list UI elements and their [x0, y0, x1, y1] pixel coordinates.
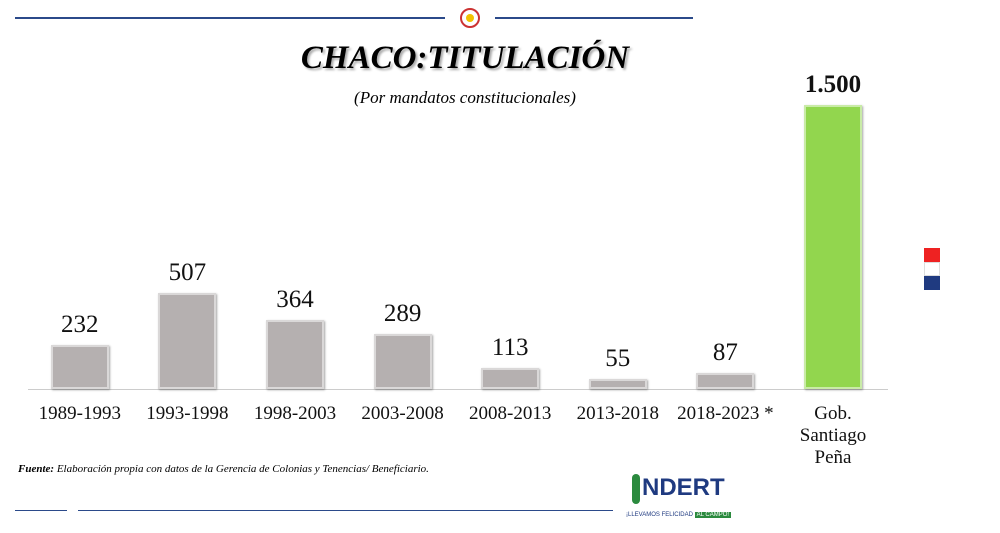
value-label: 113: [491, 333, 529, 361]
header-rule: [495, 17, 693, 19]
slogan-text: ¡LLEVAMOS FELICIDAD: [626, 512, 693, 518]
bar: [696, 372, 755, 389]
chart-subtitle: (Por mandatos constitucionales): [354, 88, 576, 107]
flag-stripe: [924, 248, 940, 262]
flag-stripe: [924, 262, 940, 276]
value-label: 232: [61, 311, 99, 339]
footer-rule: [15, 510, 67, 511]
value-label: 87: [712, 338, 738, 366]
logo: NDERT: [642, 474, 725, 501]
header-rule: [15, 17, 445, 19]
x-tick-label: 1998-2003: [253, 403, 337, 424]
value-label: 1.500: [804, 71, 862, 98]
x-tick-label: 2008-2013: [469, 403, 552, 424]
value-label: 364: [276, 286, 314, 314]
x-tick-label: Gob. Santiago Peña: [799, 403, 867, 468]
emblem: [460, 8, 480, 28]
x-tick-label: 2003-2008: [361, 403, 444, 424]
bar: [50, 345, 109, 389]
source-note: Fuente: Elaboración propia con datos de …: [18, 461, 488, 477]
bar: [588, 378, 647, 389]
baseline: [28, 389, 888, 390]
x-tick-label: 2018-2023 *: [677, 403, 774, 424]
x-tick-label: 1993-1998: [146, 403, 229, 424]
value-label: 289: [383, 300, 422, 328]
x-tick-label: 2013-2018: [576, 403, 659, 424]
chart-title: CHACO:TITULACIÓN: [300, 40, 630, 76]
value-label: 507: [168, 259, 207, 286]
logo-slogan: ¡LLEVAMOS FELICIDAD AL CAMPO!: [626, 512, 732, 518]
bar: [373, 334, 432, 389]
x-tick-label: 1989-1993: [38, 403, 121, 424]
source-label: Fuente:: [18, 463, 55, 475]
value-label: 55: [605, 344, 631, 372]
slogan-tag: AL CAMPO!: [694, 512, 732, 518]
footer-rule: [78, 510, 613, 511]
logo-figure: [632, 474, 640, 504]
source-text: Elaboración propia con datos de la Geren…: [56, 463, 429, 475]
bar: [266, 320, 324, 389]
bar: [481, 367, 540, 389]
bar: [804, 105, 862, 389]
bar: [158, 293, 217, 389]
flag-stripe: [924, 276, 940, 290]
